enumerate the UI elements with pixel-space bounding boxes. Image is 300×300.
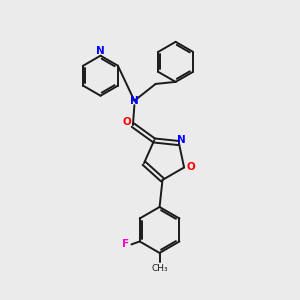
Text: O: O <box>186 163 195 172</box>
Text: N: N <box>130 96 139 106</box>
Text: O: O <box>122 117 131 127</box>
Text: CH₃: CH₃ <box>151 264 168 273</box>
Text: N: N <box>96 46 105 56</box>
Text: F: F <box>122 239 129 249</box>
Text: N: N <box>177 134 186 145</box>
